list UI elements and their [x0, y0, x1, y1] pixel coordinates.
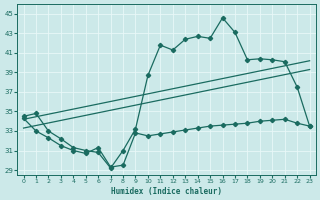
X-axis label: Humidex (Indice chaleur): Humidex (Indice chaleur)	[111, 187, 222, 196]
